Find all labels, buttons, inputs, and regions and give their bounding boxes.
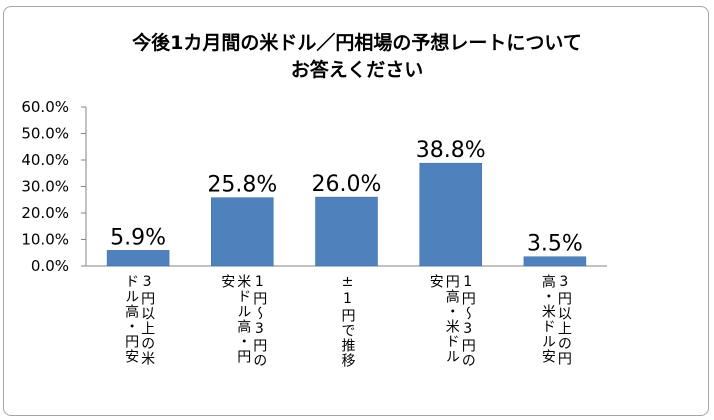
y-tick-label: 30.0% bbox=[21, 178, 69, 196]
category-label: 1円～3円の 円高・米ドル安 bbox=[427, 274, 476, 414]
chart-title-line-2: お答えください bbox=[290, 59, 424, 81]
data-label: 3.5% bbox=[527, 232, 583, 257]
category-label-line: 1円～3円の bbox=[459, 274, 476, 368]
category-label: ±1円で推移 bbox=[339, 274, 356, 414]
category-label-line: 安 bbox=[219, 274, 236, 289]
y-tick-label: 60.0% bbox=[21, 98, 69, 116]
category-label: 1円～3円の 米ドル高・円安 bbox=[218, 274, 268, 414]
category-label-line: 1円～3円の bbox=[251, 274, 268, 368]
category-label-line: 3円以上の米 bbox=[139, 274, 156, 366]
data-label: 25.8% bbox=[207, 173, 277, 198]
chart-title-line-1: 今後1カ月間の米ドル／円相場の予想レートについて bbox=[132, 32, 582, 54]
chart-frame bbox=[3, 6, 709, 416]
data-label: 26.0% bbox=[312, 172, 382, 197]
category-label-line: ±1円で推移 bbox=[339, 274, 356, 368]
data-label: 38.8% bbox=[416, 138, 486, 163]
bar bbox=[523, 256, 587, 267]
bar bbox=[315, 196, 378, 267]
data-label: 5.9% bbox=[110, 225, 166, 250]
bar bbox=[419, 162, 482, 267]
y-tick-label: 50.0% bbox=[21, 125, 69, 143]
y-tick-label: 10.0% bbox=[21, 231, 69, 249]
category-label-line: 円高・米ドル bbox=[443, 274, 460, 364]
y-tick-label: 40.0% bbox=[21, 151, 69, 169]
category-label-line: 高・米ドル安 bbox=[539, 274, 556, 364]
category-label-line: ドル高・円安 bbox=[123, 274, 140, 364]
y-tick-label: 0.0% bbox=[31, 257, 69, 275]
category-label-line: 安 bbox=[427, 274, 444, 289]
category-label-line: 3円以上の円 bbox=[555, 274, 572, 366]
chart-title: 今後1カ月間の米ドル／円相場の予想レートについて お答えください bbox=[0, 30, 714, 84]
bar bbox=[211, 197, 274, 267]
bar bbox=[106, 250, 170, 267]
y-tick-label: 20.0% bbox=[21, 204, 69, 222]
category-label-line: 米ドル高・円 bbox=[235, 274, 252, 364]
category-label: 3円以上の米 ドル高・円安 bbox=[122, 274, 156, 414]
category-label: 3円以上の円 高・米ドル安 bbox=[539, 274, 572, 414]
